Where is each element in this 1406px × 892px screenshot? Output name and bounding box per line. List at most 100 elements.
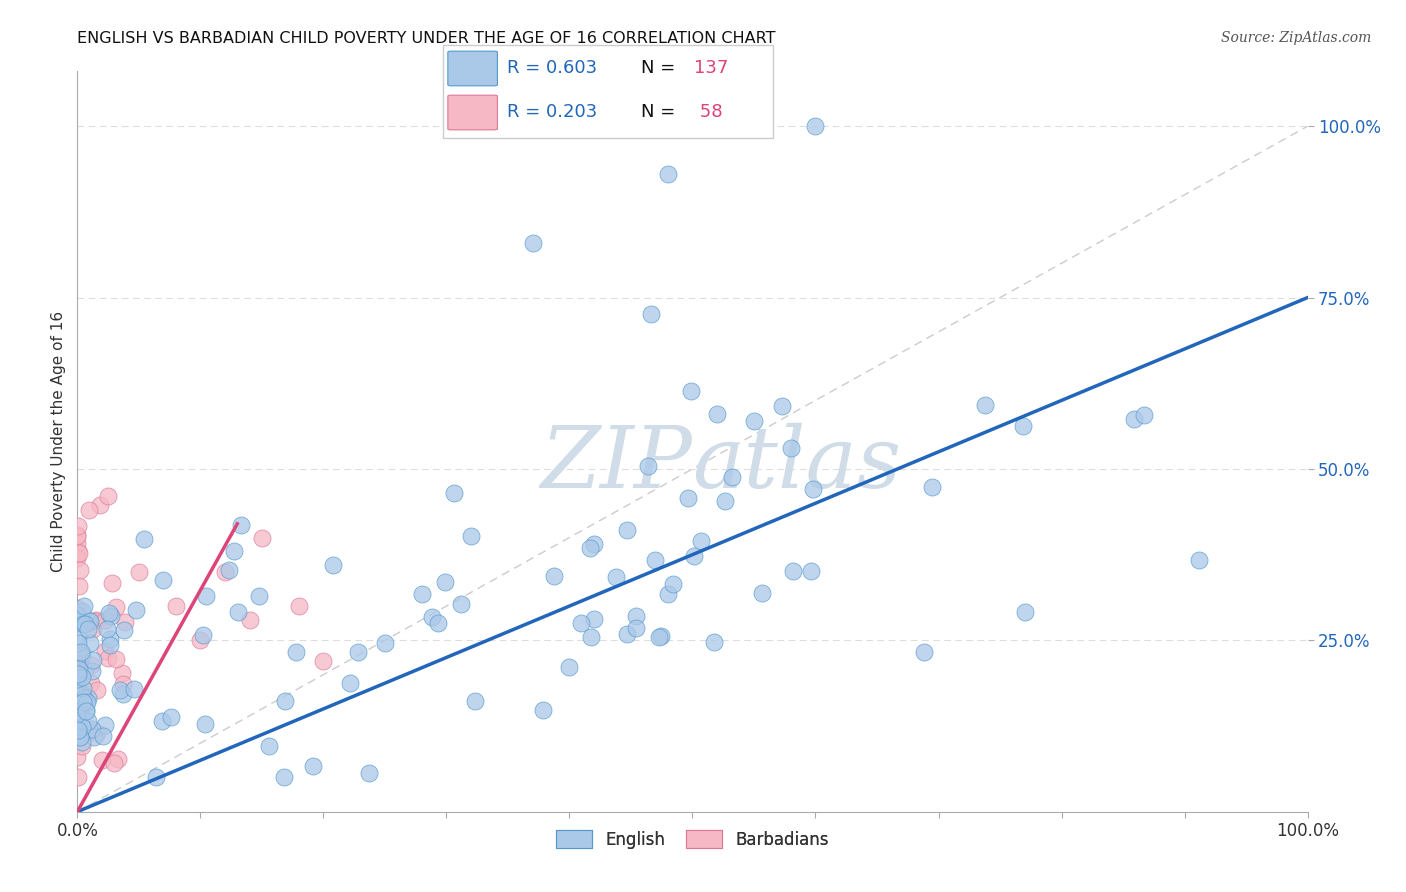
Point xyxy=(420,610,443,624)
Point xyxy=(583,536,606,550)
Point xyxy=(69,613,91,627)
Point xyxy=(66,729,89,743)
Point xyxy=(66,536,89,550)
Point xyxy=(77,691,100,706)
Point xyxy=(194,716,217,731)
Legend: English, Barbadians: English, Barbadians xyxy=(550,823,835,855)
Point xyxy=(66,656,89,670)
Point xyxy=(657,167,679,181)
Point xyxy=(66,714,89,729)
Point xyxy=(79,615,101,629)
Text: 58: 58 xyxy=(695,103,723,121)
Text: R = 0.603: R = 0.603 xyxy=(508,60,598,78)
Point xyxy=(543,568,565,582)
Point xyxy=(703,635,725,649)
Point xyxy=(647,630,669,644)
Point xyxy=(558,660,581,674)
Point xyxy=(70,739,93,753)
Point xyxy=(67,703,90,717)
Point xyxy=(66,519,89,533)
Point xyxy=(579,541,602,555)
Point xyxy=(426,615,449,630)
Point xyxy=(66,672,89,686)
Point xyxy=(94,717,117,731)
Point xyxy=(79,614,101,628)
Point xyxy=(86,726,108,740)
Point xyxy=(111,687,134,701)
FancyBboxPatch shape xyxy=(443,45,773,138)
Point xyxy=(347,645,370,659)
Point xyxy=(681,384,703,399)
Point xyxy=(112,624,135,638)
Point xyxy=(72,719,94,733)
Point xyxy=(624,609,647,624)
Point xyxy=(145,771,167,785)
Point xyxy=(531,703,554,717)
Point xyxy=(79,636,101,650)
Point xyxy=(66,723,89,737)
Point xyxy=(69,721,91,735)
Point xyxy=(84,613,107,627)
Point xyxy=(94,613,117,627)
Point xyxy=(66,667,89,681)
Point xyxy=(67,546,90,560)
Point xyxy=(165,599,187,613)
Point xyxy=(98,632,121,646)
Point xyxy=(128,565,150,579)
Point xyxy=(1014,606,1036,620)
Point xyxy=(411,587,433,601)
Point xyxy=(288,599,311,613)
Point xyxy=(247,589,270,603)
Point xyxy=(66,698,89,712)
Point xyxy=(800,564,823,578)
Point xyxy=(66,600,89,615)
Point xyxy=(637,458,659,473)
Y-axis label: Child Poverty Under the Age of 16: Child Poverty Under the Age of 16 xyxy=(51,311,66,572)
Text: 137: 137 xyxy=(695,60,728,78)
Point xyxy=(150,714,173,728)
Point xyxy=(97,489,120,503)
Point xyxy=(921,480,943,494)
Point xyxy=(77,714,100,728)
Point xyxy=(1011,418,1033,433)
Point xyxy=(285,645,308,659)
FancyBboxPatch shape xyxy=(449,95,498,130)
Point xyxy=(616,524,638,538)
Point xyxy=(357,766,380,780)
Point xyxy=(780,442,803,456)
Point xyxy=(111,677,134,691)
Point xyxy=(714,494,737,508)
Point xyxy=(772,399,794,413)
Point xyxy=(94,644,117,658)
Point xyxy=(72,617,94,632)
Point xyxy=(66,687,89,701)
Point xyxy=(122,681,145,696)
Point xyxy=(195,589,218,603)
Point xyxy=(67,685,90,699)
Point xyxy=(77,723,100,737)
Point xyxy=(86,682,108,697)
Point xyxy=(80,676,103,690)
Point xyxy=(66,656,89,670)
Point xyxy=(73,616,96,631)
Point xyxy=(676,491,699,506)
Point xyxy=(569,615,592,630)
Text: ENGLISH VS BARBADIAN CHILD POVERTY UNDER THE AGE OF 16 CORRELATION CHART: ENGLISH VS BARBADIAN CHILD POVERTY UNDER… xyxy=(77,31,776,46)
Point xyxy=(72,720,94,734)
Point xyxy=(67,726,90,740)
Point xyxy=(76,702,98,716)
Point xyxy=(706,407,728,421)
Point xyxy=(80,665,103,679)
Point xyxy=(583,612,606,626)
Text: Source: ZipAtlas.com: Source: ZipAtlas.com xyxy=(1220,31,1371,45)
Point xyxy=(66,770,89,784)
Point xyxy=(250,531,273,545)
Point xyxy=(464,694,486,708)
Point xyxy=(274,694,297,708)
Point xyxy=(100,608,122,623)
Point xyxy=(114,615,136,630)
Point xyxy=(650,629,672,643)
Point xyxy=(302,759,325,773)
Point xyxy=(72,687,94,701)
Point xyxy=(108,682,131,697)
